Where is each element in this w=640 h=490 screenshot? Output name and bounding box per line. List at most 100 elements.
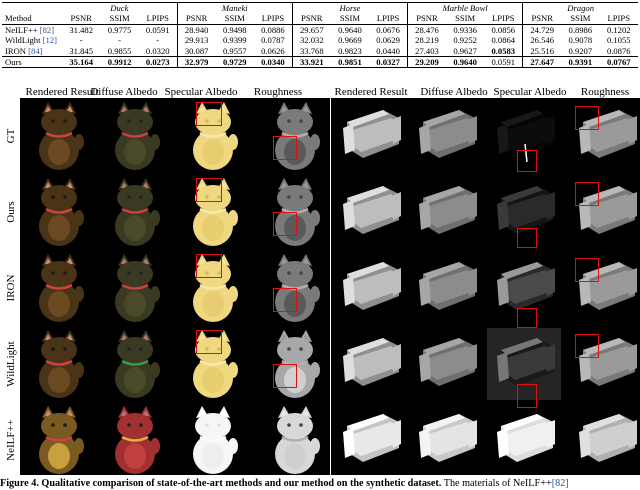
maneki-cat-image [275, 406, 320, 474]
metric-value: 0.9391 [561, 56, 600, 69]
highlight-box [517, 150, 537, 172]
caption-prefix: Figure 4. [0, 478, 39, 489]
metric-value: 28.940 [176, 24, 216, 36]
highlight-box [575, 106, 599, 130]
method-name: WildLight [12] [2, 35, 62, 45]
highlight-box [273, 136, 297, 160]
method-name: NeILF++ [82] [2, 24, 62, 35]
metric-value: - [118, 35, 122, 46]
metric-header: PSNR [522, 13, 562, 25]
metric-value: 31.845 [62, 45, 101, 58]
metric-value: 0.0340 [253, 56, 293, 69]
highlight-box [575, 182, 599, 206]
sofa-image [343, 262, 401, 310]
metric-value: 0.9498 [222, 24, 247, 35]
sofa-image [419, 338, 477, 386]
metric-header: PSNR [176, 13, 216, 25]
metric-value: 0.9252 [453, 35, 477, 46]
figure-cell [409, 100, 483, 177]
highlight-box [575, 258, 599, 282]
metric-value: 0.9669 [338, 35, 362, 46]
metric-value: - [156, 35, 160, 46]
figure-cell [569, 252, 640, 329]
figure-cell [98, 404, 172, 481]
metric-value: 31.482 [69, 24, 94, 35]
method-citation: [82] [39, 24, 55, 35]
metric-value: 32.032 [291, 35, 331, 46]
sofa-image [419, 186, 477, 234]
figure-cell [98, 328, 172, 405]
metric-value: 0.9336 [453, 24, 477, 35]
figure-cell [22, 252, 96, 329]
scene-header: Maneki [176, 2, 293, 14]
results-table: Duck Maneki Horse Marble Bowl Dragon Met… [2, 2, 638, 69]
table-row: Ours 35.164 0.9912 0.0273 32.979 0.9729 0.0340… [2, 56, 638, 69]
metric-value: 0.0856 [491, 24, 516, 35]
highlight-box [273, 212, 297, 236]
method-label: NeILF++ [5, 24, 38, 35]
sofa-image [579, 414, 637, 462]
figure-cell [487, 252, 561, 329]
sofa-image [343, 414, 401, 462]
metric-value: 0.0583 [484, 45, 523, 58]
results-table-wrap: Duck Maneki Horse Marble Bowl Dragon Met… [2, 2, 638, 69]
metric-value: 32.979 [176, 56, 216, 69]
figure-cell [22, 404, 96, 481]
metric-value: 29.913 [176, 35, 216, 46]
maneki-cat-image [275, 102, 320, 170]
metric-value: 27.647 [522, 56, 562, 69]
method-header: Method [2, 13, 62, 25]
column-header: Diffuse Albedo [90, 86, 158, 98]
maneki-cat-image [115, 406, 160, 474]
metric-value: 24.729 [522, 24, 562, 36]
column-header: Roughness [580, 86, 630, 98]
table-row: WildLight [12] - - - 29.913 0.9399 0.0787 32.03… [2, 35, 638, 46]
maneki-cat-image [193, 330, 238, 398]
row-label: NeILF++ [0, 402, 22, 477]
sofa-image [497, 262, 555, 310]
method-label: WildLight [5, 35, 41, 46]
figure-cell [176, 404, 250, 481]
scene-header: Duck [62, 2, 178, 14]
metric-value: 0.0629 [376, 35, 400, 46]
table-corner [2, 2, 62, 14]
column-header: Rendered Result [25, 86, 99, 98]
sofa-image [419, 414, 477, 462]
figure-cell [176, 252, 250, 329]
metric-value: 0.0327 [369, 56, 408, 69]
metric-value: 0.9855 [100, 45, 139, 58]
figure-cell [569, 100, 640, 177]
sofa-image [497, 186, 555, 234]
scene-header: Dragon [522, 2, 638, 14]
metric-header: PSNR [407, 13, 446, 25]
maneki-cat-image [115, 178, 160, 246]
maneki-cat-image [275, 330, 320, 398]
figure-cell [22, 176, 96, 253]
metric-value: 0.0864 [491, 35, 516, 46]
metric-value: 0.0767 [599, 56, 638, 69]
metric-value: 0.0440 [369, 45, 408, 58]
sofa-image [497, 414, 555, 462]
caption-citation: [82] [551, 478, 569, 489]
table-row: IRON [84] 31.845 0.9855 0.0320 30.087 0.9557 0… [2, 45, 638, 58]
metric-header: SSIM [330, 13, 370, 25]
maneki-cat-image [39, 330, 84, 398]
maneki-cat-image [39, 102, 84, 170]
highlight-box [517, 384, 537, 408]
metric-header: LPIPS [138, 13, 178, 25]
row-label: Ours [0, 174, 22, 249]
table-row: NeILF++ [82] 31.482 0.9775 0.0591 28.940 0.94… [2, 24, 638, 36]
figure-cell [98, 176, 172, 253]
figure-cell [333, 404, 407, 481]
highlight-box [517, 308, 537, 328]
metric-value: 0.9775 [107, 24, 132, 35]
maneki-cat-image [39, 406, 84, 474]
sofa-image [343, 338, 401, 386]
metric-header: SSIM [100, 13, 139, 25]
figure-cell [333, 252, 407, 329]
metric-value: 0.9627 [445, 45, 485, 58]
metric-value: 0.0676 [376, 24, 400, 35]
figure-cell [98, 252, 172, 329]
metric-header: LPIPS [599, 13, 638, 25]
figure-cell [258, 328, 332, 405]
